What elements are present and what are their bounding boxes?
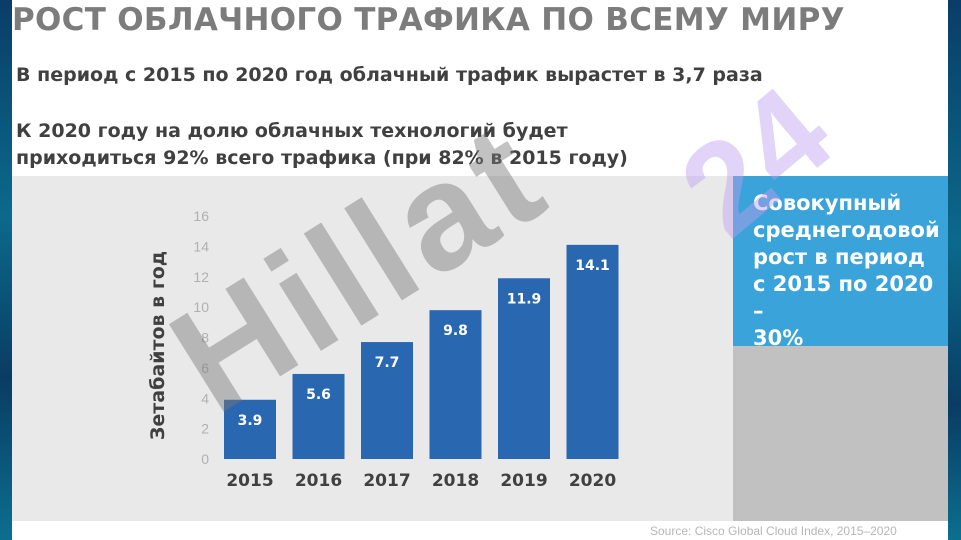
data-label: 7.7 [375,355,400,371]
y-tick-label: 2 [201,421,209,437]
y-axis-title: Зетабайтов в год [147,251,169,440]
x-tick-label: 2020 [569,471,616,491]
source-note: Source: Cisco Global Cloud Index, 2015–2… [650,524,897,538]
x-tick-label: 2017 [363,471,410,491]
slide-title: РОСТ ОБЛАЧНОГО ТРАФИКА ПО ВСЕМУ МИРУ [12,2,845,38]
callout-box [733,176,948,346]
bar-chart: 0 2 4 6 8 10 12 14 16 Зетабайтов в год 3.9 2015 5.6 2… [147,208,619,491]
data-label: 5.6 [306,387,331,403]
y-tick-label: 14 [193,238,209,254]
y-tick-label: 16 [193,208,209,224]
y-tick-label: 4 [201,390,209,406]
callout-text: Совокупный среднегодовой рост в период с… [753,191,940,350]
data-label: 11.9 [507,291,542,307]
slide: РОСТ ОБЛАЧНОГО ТРАФИКА ПО ВСЕМУ МИРУ В п… [12,0,948,540]
callout-gray-panel [733,346,948,521]
right-decor-strip [948,0,961,540]
y-tick-label: 6 [201,360,209,376]
bar-2020 [566,244,619,459]
subtitle-share-line2: приходиться 92% всего трафика (при 82% в… [16,147,628,169]
bar-2015 [224,399,276,459]
subtitle-share-line1: К 2020 году на долю облачных технологий … [16,120,568,142]
data-label: 3.9 [238,413,263,429]
y-tick-label: 8 [201,330,209,346]
x-tick-label: 2019 [500,471,547,491]
data-label: 14.1 [575,258,610,274]
x-tick-label: 2015 [226,471,273,491]
y-tick-label: 10 [193,299,209,315]
x-tick-label: 2016 [295,471,342,491]
subtitle-growth: В период с 2015 по 2020 год облачный тра… [16,64,763,86]
bar-2019 [498,278,550,459]
bar-2018 [429,310,482,459]
bar-2017 [361,342,413,459]
x-tick-label: 2018 [432,471,479,491]
data-label: 9.8 [443,323,468,339]
y-tick-label: 0 [201,451,209,467]
left-decor-strip [0,0,12,540]
y-tick-label: 12 [193,269,209,285]
bar-2016 [292,373,345,459]
